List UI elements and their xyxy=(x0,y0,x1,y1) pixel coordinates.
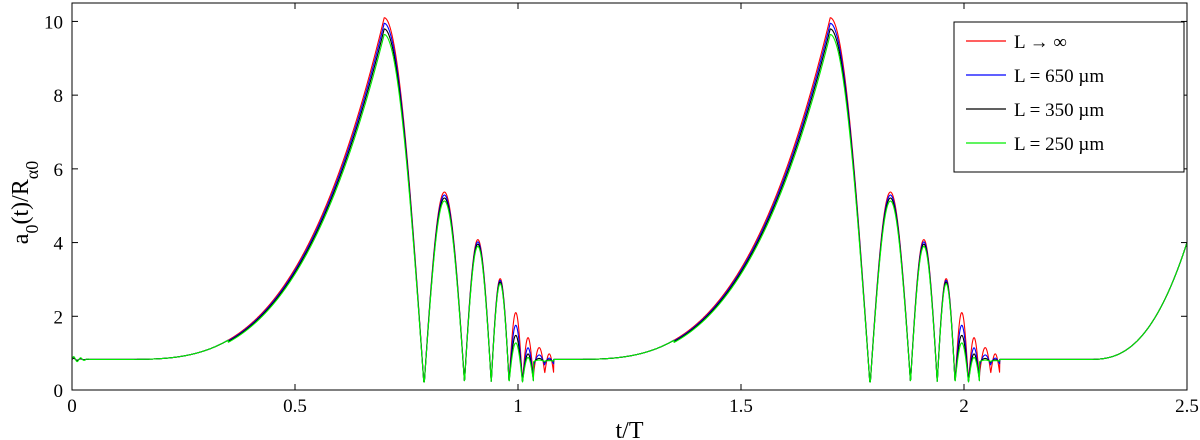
legend: L → ∞ L = 650 µm L = 350 µm L = 250 µm xyxy=(953,21,1185,173)
x-tick-label: 0 xyxy=(67,396,77,417)
x-tick-label: 1 xyxy=(513,396,523,417)
y-axis-label-main: a xyxy=(8,233,34,244)
legend-label: L = 250 µm xyxy=(1014,134,1104,155)
y-axis-label-sub-1: 0 xyxy=(22,225,42,234)
tick-labels-group: 0 0.5 1 1.5 2 2.5 0 2 4 6 8 10 xyxy=(44,12,1199,417)
legend-box xyxy=(953,21,1185,173)
plot-frame xyxy=(71,2,1188,391)
x-tick-label: 2.5 xyxy=(1175,396,1199,417)
y-tick-label: 6 xyxy=(54,160,64,181)
x-axis-label: t/T xyxy=(616,418,644,440)
x-tick-label: 0.5 xyxy=(283,396,307,417)
x-tick-label: 1.5 xyxy=(729,396,753,417)
y-tick-label: 0 xyxy=(54,381,64,402)
x-tick-label: 2 xyxy=(959,396,969,417)
y-axis-label-rest: (t)/R xyxy=(8,179,34,224)
ticks-group xyxy=(71,3,1188,391)
legend-label: L = 650 µm xyxy=(1014,66,1104,87)
y-tick-label: 10 xyxy=(44,12,63,33)
y-axis-label-sub-2: α0 xyxy=(22,161,42,179)
y-tick-label: 8 xyxy=(54,86,64,107)
legend-label: L = 350 µm xyxy=(1014,100,1104,121)
y-tick-label: 2 xyxy=(54,307,64,328)
legend-label: L → ∞ xyxy=(1014,32,1067,53)
series-line xyxy=(71,33,1188,383)
y-axis-label: a0(t)/Rα0 xyxy=(8,161,42,244)
y-tick-label: 4 xyxy=(54,234,64,255)
curves-group xyxy=(71,17,1188,383)
